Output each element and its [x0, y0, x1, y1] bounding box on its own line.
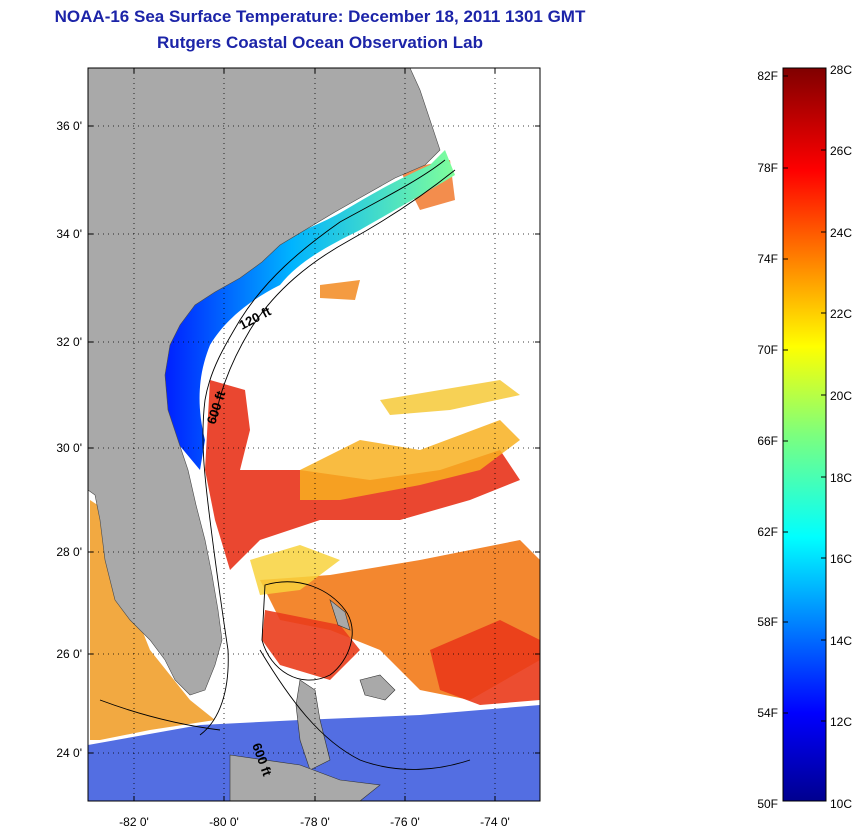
c-label: 12C — [830, 715, 852, 729]
lat-label: 36 0' — [56, 119, 82, 133]
f-label: 78F — [757, 161, 778, 175]
f-label: 58F — [757, 615, 778, 629]
c-label: 10C — [830, 797, 852, 811]
map-border — [87, 67, 541, 802]
c-label: 14C — [830, 634, 852, 648]
c-label: 20C — [830, 389, 852, 403]
c-label: 22C — [830, 307, 852, 321]
lat-label: 24 0' — [56, 746, 82, 760]
f-label: 82F — [757, 69, 778, 83]
lon-label: -76 0' — [390, 815, 420, 829]
f-label: 54F — [757, 706, 778, 720]
c-label: 24C — [830, 226, 852, 240]
c-label: 18C — [830, 471, 852, 485]
f-label: 62F — [757, 525, 778, 539]
map-subtitle: Rutgers Coastal Ocean Observation Lab — [157, 33, 483, 52]
colorbar-fahrenheit-labels: 82F 78F 74F 70F 66F 62F 58F 54F 50F — [757, 69, 778, 811]
f-label: 74F — [757, 252, 778, 266]
c-label: 26C — [830, 144, 852, 158]
map-grid — [88, 68, 540, 801]
lat-label: 34 0' — [56, 227, 82, 241]
f-label: 50F — [757, 797, 778, 811]
lon-label: -78 0' — [300, 815, 330, 829]
colorbar-celsius-labels: 28C 26C 24C 22C 20C 18C 16C 14C 12C 10C — [830, 63, 852, 811]
land-mass — [88, 68, 441, 696]
lat-label: 28 0' — [56, 545, 82, 559]
depth-contours — [99, 159, 471, 770]
lat-label: 26 0' — [56, 647, 82, 661]
f-label: 70F — [757, 343, 778, 357]
colorbar — [782, 67, 827, 802]
longitude-labels: -82 0' -80 0' -78 0' -76 0' -74 0' — [119, 815, 510, 829]
map-ticks — [88, 68, 540, 801]
coastal-cold-band — [158, 150, 455, 470]
c-label: 28C — [830, 63, 852, 77]
latitude-labels: 36 0' 34 0' 32 0' 30 0' 28 0' 26 0' 24 0… — [56, 119, 82, 760]
f-label: 66F — [757, 434, 778, 448]
lon-label: -82 0' — [119, 815, 149, 829]
colorbar-ticks — [783, 67, 826, 722]
c-label: 16C — [830, 552, 852, 566]
map-title: NOAA-16 Sea Surface Temperature: Decembe… — [54, 7, 586, 26]
lat-label: 32 0' — [56, 335, 82, 349]
lat-label: 30 0' — [56, 441, 82, 455]
islands — [229, 599, 396, 801]
lon-label: -74 0' — [480, 815, 510, 829]
lon-label: -80 0' — [209, 815, 239, 829]
